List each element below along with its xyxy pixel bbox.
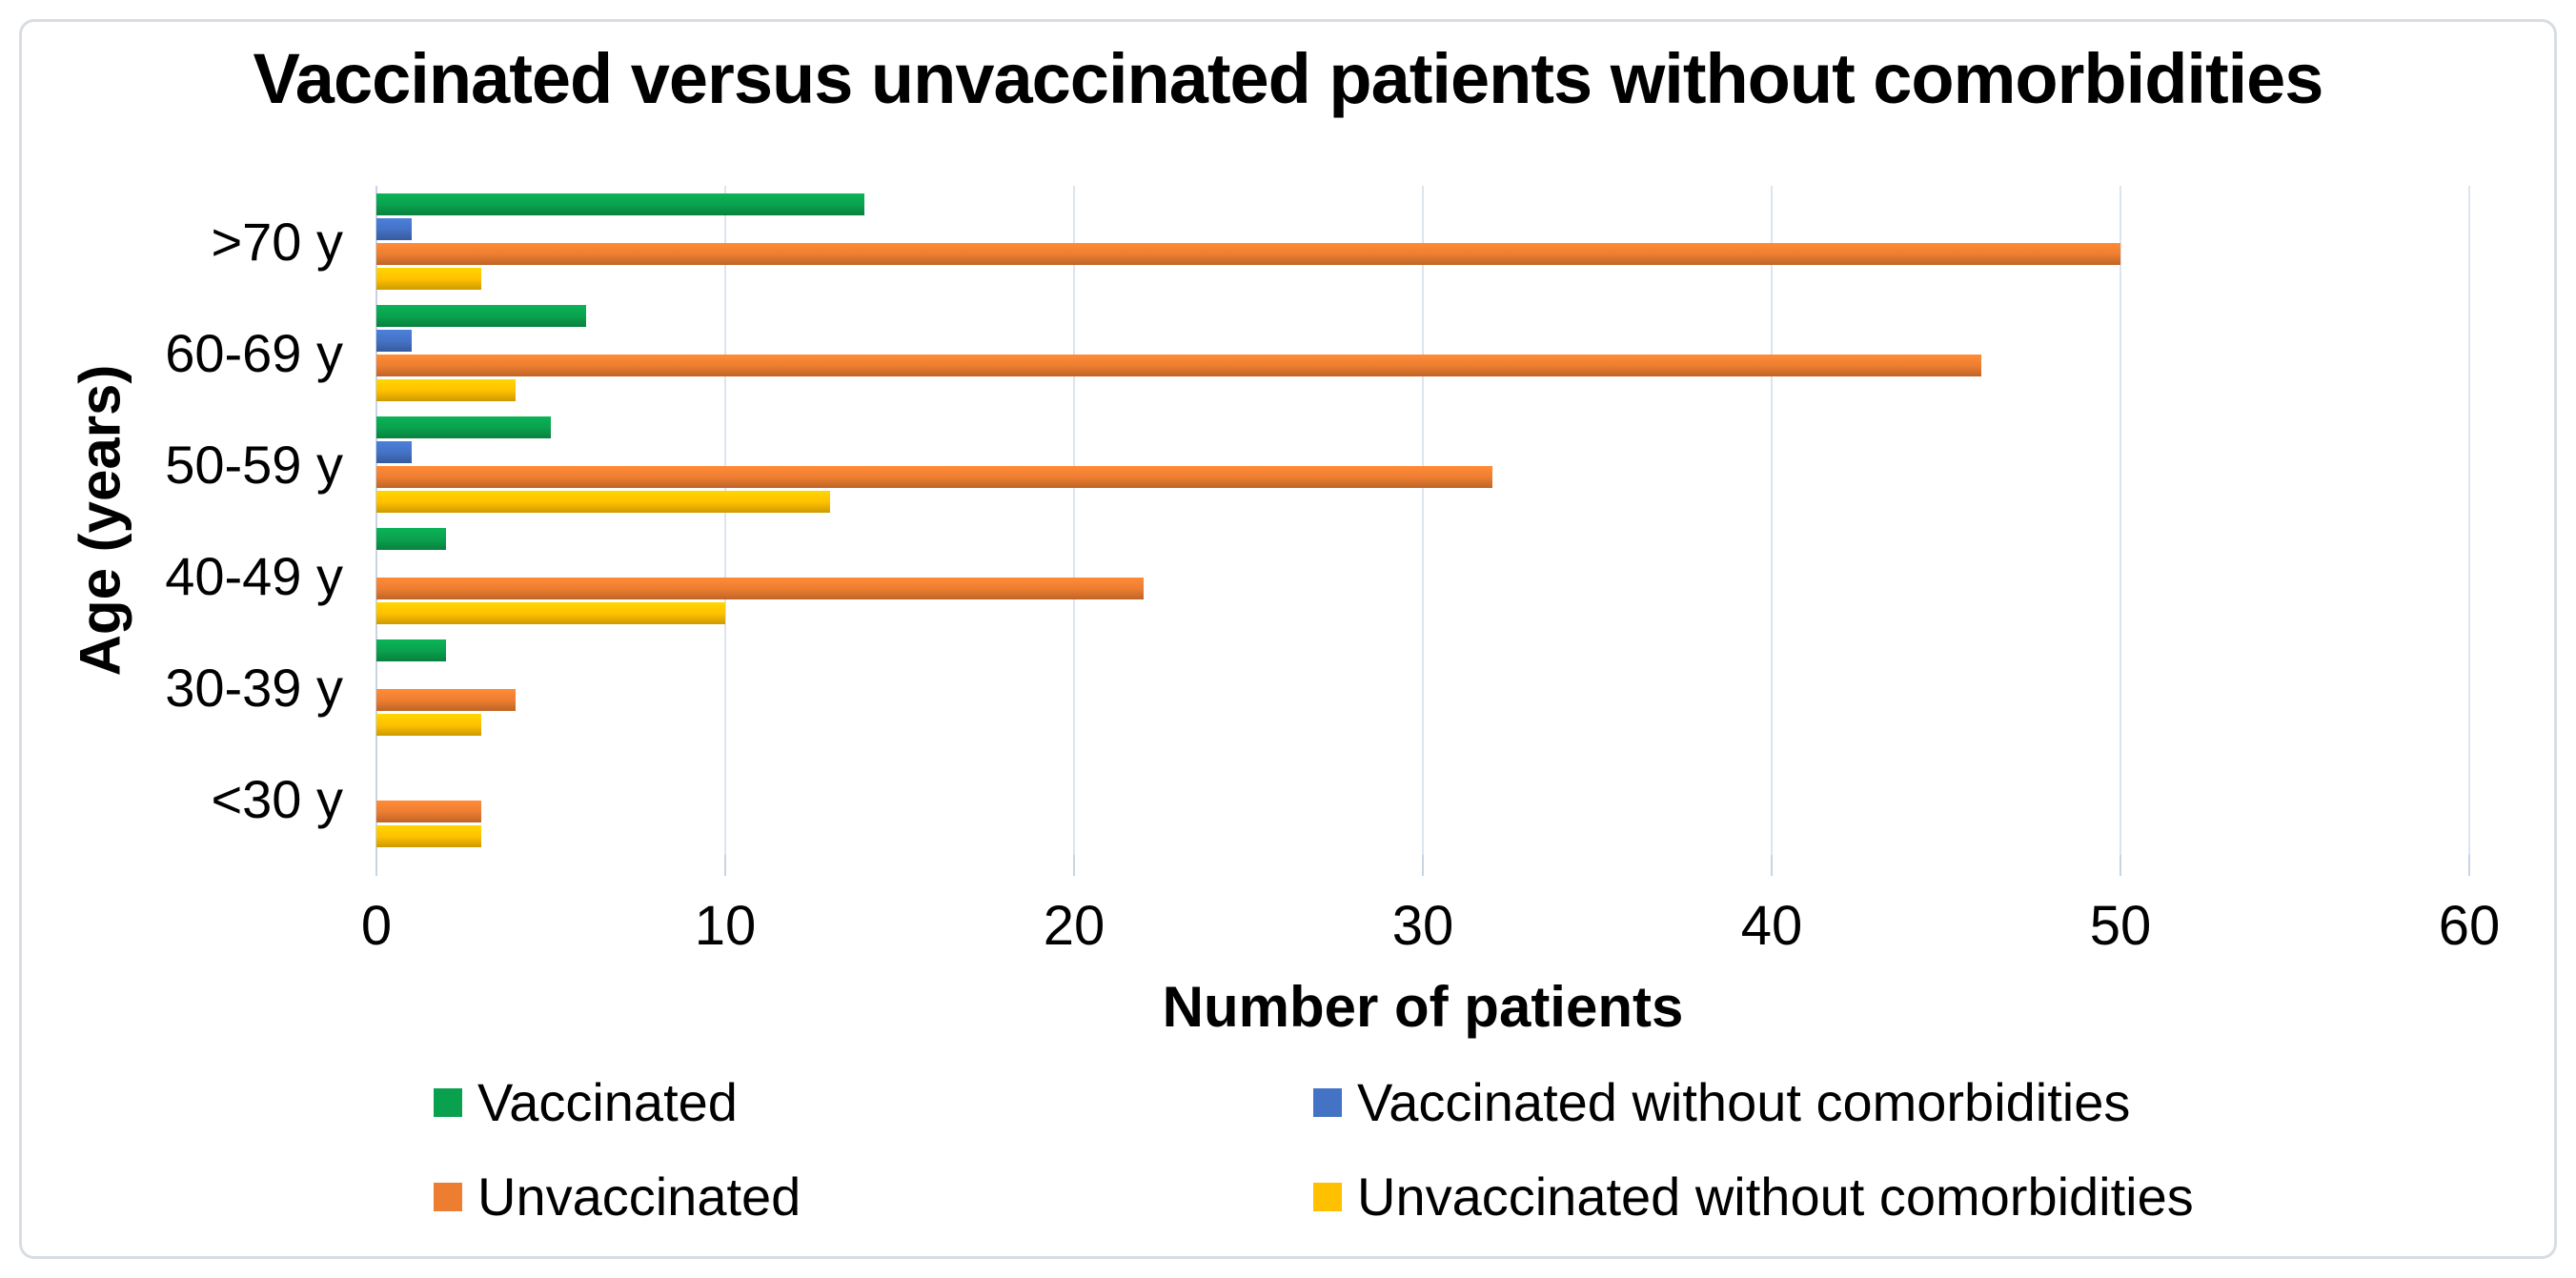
y-axis-line	[375, 186, 377, 855]
bar-vaccinated-without-comorbidities->70y	[376, 218, 412, 240]
bar-vaccinated->70y	[376, 193, 865, 215]
gridline-x-50	[2120, 186, 2121, 855]
bar-unvaccinated-without-comorbidities->70y	[376, 268, 481, 290]
bar-unvaccinated-without-comorbidities-40-49y	[376, 602, 725, 624]
bar-unvaccinated->70y	[376, 243, 2120, 265]
x-axis-tick-mark	[2468, 855, 2470, 876]
legend: Vaccinated Vaccinated without comorbiditi…	[434, 1071, 2194, 1227]
plot-area	[375, 186, 2470, 876]
legend-item-unvaccinated-without-comorbidities: Unvaccinated without comorbidities	[1313, 1166, 2194, 1227]
x-tick-label-40: 40	[1740, 895, 1803, 957]
y-category-label-50-59y: 50-59 y	[165, 435, 343, 495]
legend-label: Unvaccinated without comorbidities	[1357, 1166, 2194, 1227]
legend-swatch-icon	[1313, 1087, 1342, 1117]
bar-unvaccinated-40-49y	[376, 578, 1145, 599]
bar-unvaccinated-without-comorbidities-50-59y	[376, 491, 830, 513]
bar-unvaccinated-<30y	[376, 801, 481, 822]
x-tick-label-20: 20	[1043, 895, 1105, 957]
bar-unvaccinated-60-69y	[376, 355, 1981, 376]
bar-vaccinated-50-59y	[376, 416, 551, 438]
x-axis-tick-mark	[375, 855, 377, 876]
gridline-x-10	[724, 186, 726, 855]
y-category-label->70y: >70 y	[211, 212, 343, 272]
x-tick-label-30: 30	[1391, 895, 1454, 957]
legend-swatch-icon	[1313, 1182, 1342, 1211]
legend-label: Vaccinated without comorbidities	[1357, 1072, 2131, 1132]
y-category-label-60-69y: 60-69 y	[165, 323, 343, 383]
x-axis-tick-mark	[2120, 855, 2121, 876]
legend-item-vaccinated: Vaccinated	[434, 1071, 1313, 1133]
legend-swatch-icon	[434, 1087, 462, 1117]
bar-vaccinated-40-49y	[376, 528, 447, 550]
bar-vaccinated-without-comorbidities-60-69y	[376, 330, 412, 352]
gridline-x-30	[1422, 186, 1424, 855]
x-tick-label-50: 50	[2089, 895, 2152, 957]
x-axis-tick-mark	[1073, 855, 1075, 876]
x-axis-title: Number of patients	[1162, 975, 1684, 1039]
bar-unvaccinated-30-39y	[376, 689, 517, 711]
x-axis-tick-mark	[1422, 855, 1424, 876]
bar-vaccinated-30-39y	[376, 639, 447, 661]
gridline-x-20	[1073, 186, 1075, 855]
gridline-x-60	[2468, 186, 2470, 855]
bar-unvaccinated-without-comorbidities-30-39y	[376, 714, 481, 736]
legend-item-unvaccinated: Unvaccinated	[434, 1166, 1313, 1227]
bar-unvaccinated-without-comorbidities-<30y	[376, 825, 481, 847]
x-tick-label-10: 10	[694, 895, 757, 957]
legend-label: Unvaccinated	[477, 1166, 801, 1227]
x-tick-label-60: 60	[2438, 895, 2501, 957]
y-category-label-40-49y: 40-49 y	[165, 546, 343, 606]
legend-label: Vaccinated	[477, 1072, 738, 1132]
bar-unvaccinated-without-comorbidities-60-69y	[376, 379, 517, 401]
gridline-x-40	[1771, 186, 1773, 855]
x-axis-tick-mark	[724, 855, 726, 876]
legend-swatch-icon	[434, 1182, 462, 1211]
y-category-label-30-39y: 30-39 y	[165, 658, 343, 718]
chart-title: Vaccinated versus unvaccinated patients …	[253, 39, 2324, 118]
x-tick-label-0: 0	[360, 895, 393, 957]
bar-vaccinated-without-comorbidities-50-59y	[376, 441, 412, 463]
bar-unvaccinated-50-59y	[376, 466, 1493, 488]
bar-vaccinated-60-69y	[376, 305, 586, 327]
x-axis-tick-mark	[1771, 855, 1773, 876]
y-category-label-<30y: <30 y	[211, 769, 343, 829]
legend-item-vaccinated-without-comorbidities: Vaccinated without comorbidities	[1313, 1071, 2194, 1133]
